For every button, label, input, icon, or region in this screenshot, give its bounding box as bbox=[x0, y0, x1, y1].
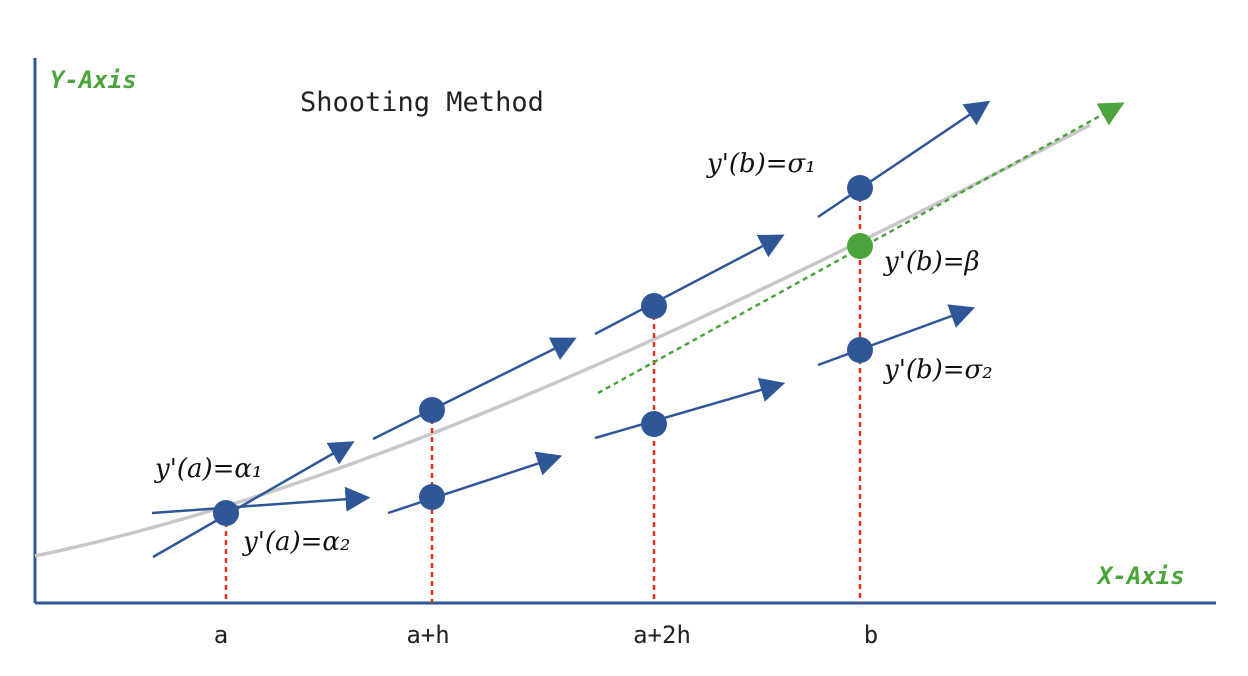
x-axis-label: X-Axis bbox=[1096, 562, 1185, 590]
point-target-b bbox=[847, 233, 873, 259]
tick-label-b: b bbox=[864, 621, 878, 649]
shot2-arrow-3 bbox=[594, 377, 786, 440]
shot1-arrow-3 bbox=[594, 234, 785, 336]
label-sigma2: y'(b)=σ₂ bbox=[883, 355, 993, 385]
y-axis-label: Y-Axis bbox=[50, 66, 137, 94]
point-shot2-b bbox=[847, 337, 873, 363]
label-alpha1: y'(a)=α₁ bbox=[154, 454, 262, 484]
point-shot1-b bbox=[847, 175, 873, 201]
point-shot1-a-plus-h bbox=[419, 397, 445, 423]
point-shot1-a-plus-2h bbox=[641, 293, 667, 319]
label-alpha2: y'(a)=α₂ bbox=[242, 527, 350, 557]
shot2-arrow-4 bbox=[817, 304, 976, 367]
label-beta: y'(b)=β bbox=[883, 247, 980, 277]
shot2-arrow-1 bbox=[151, 486, 371, 515]
true-solution-curve bbox=[34, 123, 1091, 558]
point-shot2-a-plus-2h bbox=[641, 411, 667, 437]
tick-label-a-plus-2h: a+2h bbox=[633, 621, 691, 649]
point-shot2-a-plus-h bbox=[419, 484, 445, 510]
point-start bbox=[213, 500, 239, 526]
shot1-arrow-2 bbox=[372, 337, 577, 441]
tick-label-a-plus-h: a+h bbox=[406, 621, 449, 649]
shot2-arrow-2 bbox=[387, 451, 563, 515]
diagram-title: Shooting Method bbox=[300, 87, 544, 118]
tick-label-a: a bbox=[214, 621, 228, 649]
shot1-arrow-1 bbox=[152, 441, 355, 559]
shot1-arrow-4 bbox=[817, 100, 991, 219]
label-sigma1: y'(b)=σ₁ bbox=[706, 149, 816, 179]
